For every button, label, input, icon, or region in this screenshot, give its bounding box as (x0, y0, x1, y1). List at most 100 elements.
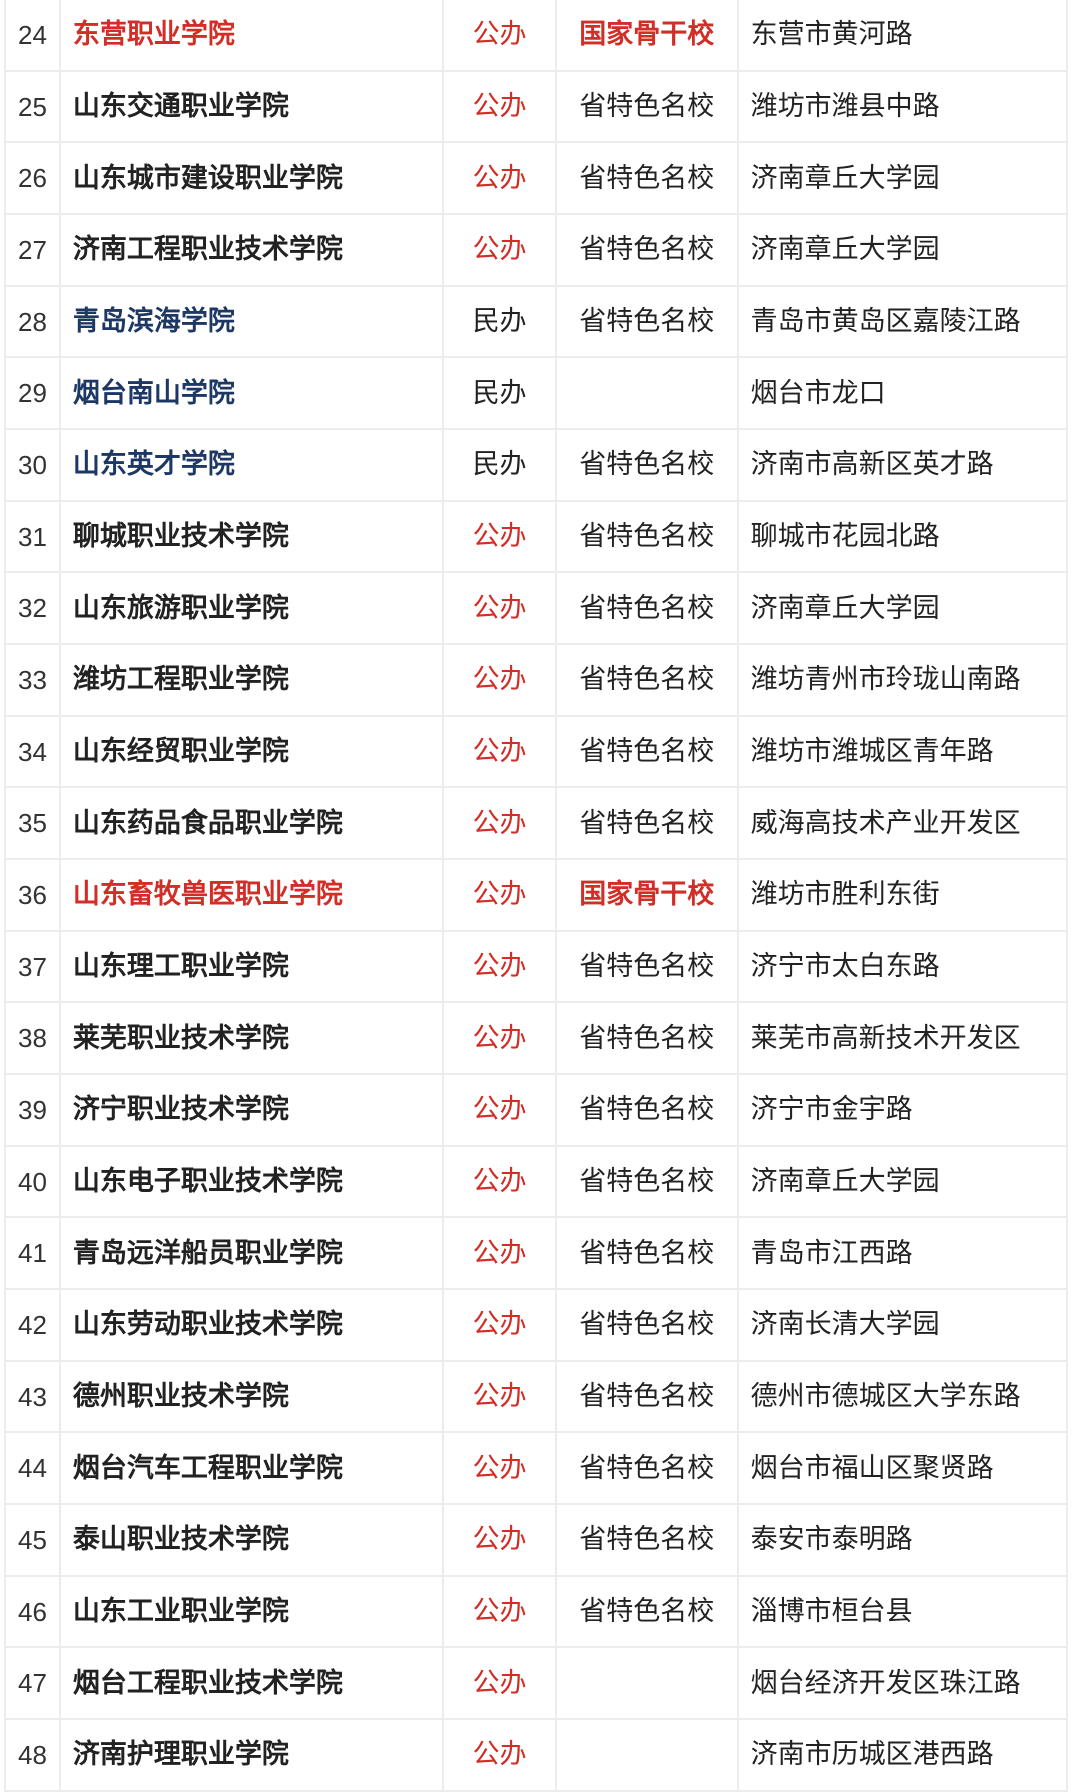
school-name-cell: 山东交通职业学院 (61, 71, 445, 142)
designation-cell: 省特色名校 (557, 1003, 739, 1074)
ownership-cell: 公办 (444, 1075, 557, 1145)
school-name-cell: 潍坊工程职业学院 (61, 645, 445, 715)
address-cell: 青岛市黄岛区嘉陵江路 (739, 286, 1068, 357)
table-row: 44 烟台汽车工程职业学院 公办 省特色名校 烟台市福山区聚贤路 (6, 1433, 1068, 1506)
address-cell: 潍坊青州市玲珑山南路 (739, 645, 1068, 715)
rank-cell: 38 (6, 1003, 61, 1074)
school-name-cell: 青岛远洋船员职业学院 (61, 1218, 445, 1289)
address-cell: 东营市黄河路 (739, 0, 1068, 70)
school-name-cell: 聊城职业技术学院 (61, 501, 445, 572)
rank-cell: 45 (6, 1505, 61, 1575)
table-row: 36 山东畜牧兽医职业学院 公办 国家骨干校 潍坊市胜利东街 (6, 860, 1068, 932)
rank-cell: 29 (6, 358, 61, 429)
table-row: 43 德州职业技术学院 公办 省特色名校 德州市德城区大学东路 (6, 1361, 1068, 1434)
ownership-cell: 公办 (444, 788, 557, 859)
designation-cell: 省特色名校 (557, 215, 739, 285)
school-name-cell: 德州职业技术学院 (61, 1361, 445, 1432)
rank-cell: 28 (6, 286, 61, 357)
school-name-cell: 济宁职业技术学院 (61, 1075, 445, 1145)
address-cell: 济南章丘大学园 (739, 215, 1068, 285)
designation-cell (557, 1720, 739, 1790)
address-cell: 淄博市桓台县 (739, 1576, 1068, 1647)
ownership-cell: 公办 (444, 0, 557, 70)
school-name-cell: 山东电子职业技术学院 (61, 1146, 445, 1217)
school-name-cell: 烟台汽车工程职业学院 (61, 1433, 445, 1504)
designation-cell: 省特色名校 (557, 1576, 739, 1647)
address-cell: 潍坊市潍城区青年路 (739, 716, 1068, 787)
school-name-cell: 济南工程职业技术学院 (61, 215, 445, 285)
ownership-cell: 公办 (444, 1003, 557, 1074)
designation-cell: 省特色名校 (557, 286, 739, 357)
school-name-cell: 山东药品食品职业学院 (61, 788, 445, 859)
ownership-cell: 公办 (444, 1576, 557, 1647)
designation-cell: 省特色名校 (557, 1075, 739, 1145)
designation-cell: 省特色名校 (557, 430, 739, 500)
school-name-cell: 莱芜职业技术学院 (61, 1003, 445, 1074)
ownership-cell: 公办 (444, 215, 557, 285)
rank-cell: 39 (6, 1075, 61, 1145)
rank-cell: 27 (6, 215, 61, 285)
ownership-cell: 公办 (444, 143, 557, 214)
address-cell: 德州市德城区大学东路 (739, 1361, 1068, 1432)
designation-cell: 国家骨干校 (557, 0, 739, 70)
ownership-cell: 公办 (444, 1290, 557, 1360)
table-row: 47 烟台工程职业技术学院 公办 烟台经济开发区珠江路 (6, 1648, 1068, 1721)
table-row: 40 山东电子职业技术学院 公办 省特色名校 济南章丘大学园 (6, 1146, 1068, 1219)
designation-cell (557, 1648, 739, 1719)
rank-cell: 44 (6, 1433, 61, 1504)
table-row: 32 山东旅游职业学院 公办 省特色名校 济南章丘大学园 (6, 573, 1068, 646)
address-cell: 烟台市龙口 (739, 358, 1068, 429)
address-cell: 济宁市太白东路 (739, 931, 1068, 1002)
rank-cell: 43 (6, 1361, 61, 1432)
ownership-cell: 公办 (444, 573, 557, 644)
address-cell: 威海高技术产业开发区 (739, 788, 1068, 859)
table-row: 26 山东城市建设职业学院 公办 省特色名校 济南章丘大学园 (6, 143, 1068, 216)
rank-cell: 47 (6, 1648, 61, 1719)
designation-cell: 省特色名校 (557, 1505, 739, 1575)
table-row: 42 山东劳动职业技术学院 公办 省特色名校 济南长清大学园 (6, 1290, 1068, 1362)
rank-cell: 25 (6, 71, 61, 142)
table-row: 46 山东工业职业学院 公办 省特色名校 淄博市桓台县 (6, 1576, 1068, 1649)
ownership-cell: 公办 (444, 1433, 557, 1504)
school-name-cell: 山东旅游职业学院 (61, 573, 445, 644)
rank-cell: 36 (6, 860, 61, 930)
address-cell: 莱芜市高新技术开发区 (739, 1003, 1068, 1074)
school-name-cell: 泰山职业技术学院 (61, 1505, 445, 1575)
rank-cell: 26 (6, 143, 61, 214)
address-cell: 潍坊市胜利东街 (739, 860, 1068, 930)
table-row: 31 聊城职业技术学院 公办 省特色名校 聊城市花园北路 (6, 501, 1068, 574)
rank-cell: 35 (6, 788, 61, 859)
rank-cell: 42 (6, 1290, 61, 1360)
table-row: 28 青岛滨海学院 民办 省特色名校 青岛市黄岛区嘉陵江路 (6, 286, 1068, 359)
rank-cell: 46 (6, 1576, 61, 1647)
rank-cell: 31 (6, 501, 61, 572)
rank-cell: 24 (6, 0, 61, 70)
school-name-cell: 山东工业职业学院 (61, 1576, 445, 1647)
ownership-cell: 民办 (444, 286, 557, 357)
table-row: 24 东营职业学院 公办 国家骨干校 东营市黄河路 (6, 0, 1068, 72)
ownership-cell: 民办 (444, 430, 557, 500)
address-cell: 济南市历城区港西路 (739, 1720, 1068, 1790)
designation-cell (557, 358, 739, 429)
school-name-cell: 烟台南山学院 (61, 358, 445, 429)
address-cell: 济南长清大学园 (739, 1290, 1068, 1360)
ownership-cell: 公办 (444, 501, 557, 572)
designation-cell: 省特色名校 (557, 1290, 739, 1360)
address-cell: 烟台经济开发区珠江路 (739, 1648, 1068, 1719)
designation-cell: 省特色名校 (557, 71, 739, 142)
address-cell: 济南市高新区英才路 (739, 430, 1068, 500)
table-row: 48 济南护理职业学院 公办 济南市历城区港西路 (6, 1720, 1068, 1792)
rank-cell: 40 (6, 1146, 61, 1217)
table-row: 39 济宁职业技术学院 公办 省特色名校 济宁市金宇路 (6, 1075, 1068, 1147)
designation-cell: 省特色名校 (557, 931, 739, 1002)
address-cell: 济宁市金宇路 (739, 1075, 1068, 1145)
school-name-cell: 东营职业学院 (61, 0, 445, 70)
ownership-cell: 公办 (444, 71, 557, 142)
school-name-cell: 青岛滨海学院 (61, 286, 445, 357)
school-name-cell: 山东劳动职业技术学院 (61, 1290, 445, 1360)
designation-cell: 省特色名校 (557, 645, 739, 715)
ownership-cell: 公办 (444, 1146, 557, 1217)
address-cell: 聊城市花园北路 (739, 501, 1068, 572)
designation-cell: 省特色名校 (557, 501, 739, 572)
ownership-cell: 公办 (444, 1505, 557, 1575)
